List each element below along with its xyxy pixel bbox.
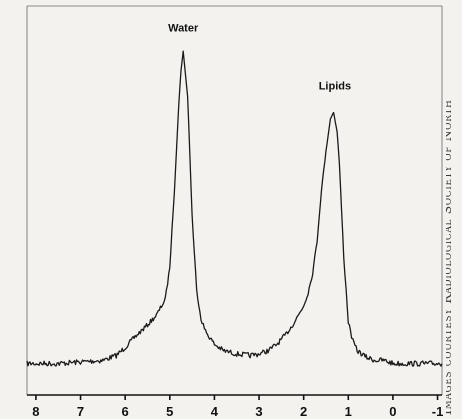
image-credit-text: Images courtesy Radiological Society of …	[446, 99, 454, 415]
x-tick-label: 5	[166, 404, 173, 419]
x-tick-label: 7	[77, 404, 84, 419]
x-tick-label: 2	[300, 404, 307, 419]
x-tick-label: 0	[389, 404, 396, 419]
peak-annotations: Water Lipids	[168, 23, 351, 93]
x-tick-label: 6	[122, 404, 129, 419]
x-tick-label: 4	[211, 404, 219, 419]
chart-background	[0, 0, 444, 419]
x-tick-label: 1	[345, 404, 352, 419]
x-tick-label: 3	[255, 404, 262, 419]
peak-label: Water	[168, 23, 199, 35]
x-ticks	[35, 395, 439, 400]
x-tick-label: -1	[432, 404, 444, 419]
x-tick-label: 8	[32, 404, 39, 419]
peak-label: Lipids	[319, 81, 351, 93]
x-tick-labels: 8 7 6 5 4 3 2 1 0 -1	[32, 404, 443, 419]
spectrum-line	[26, 50, 443, 367]
image-credit: Images courtesy Radiological Society of …	[446, 0, 462, 419]
